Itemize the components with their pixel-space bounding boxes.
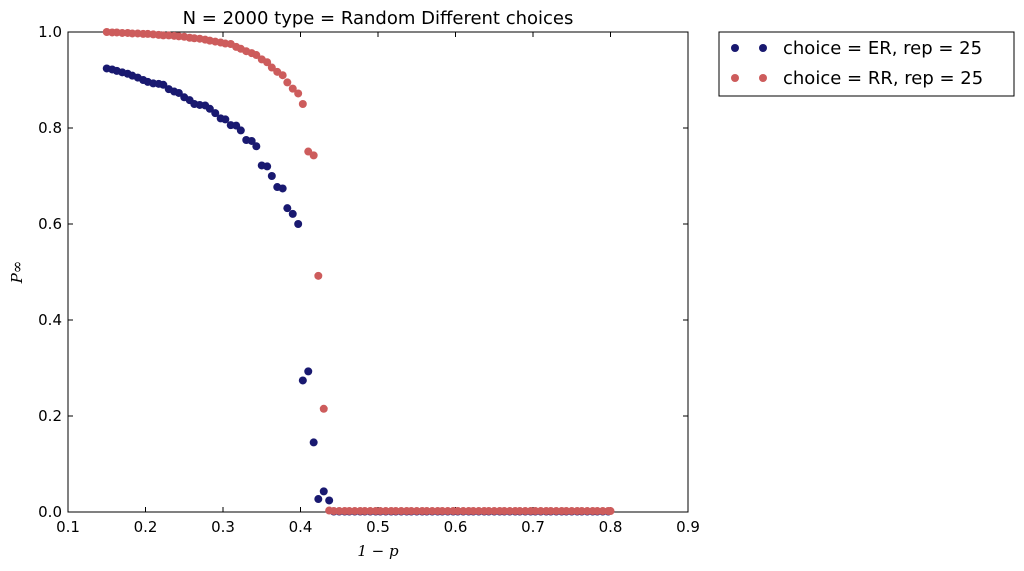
x-tick-label: 0.3: [211, 518, 235, 536]
data-point: [211, 109, 220, 118]
legend-box: [718, 31, 1015, 97]
data-point: [247, 136, 256, 145]
legend-marker: [759, 44, 767, 52]
data-point: [298, 376, 307, 385]
x-tick-label: 0.9: [676, 518, 700, 536]
data-point: [205, 104, 214, 113]
y-tick-label: 0.2: [38, 407, 62, 425]
data-point: [267, 172, 276, 180]
data-point: [309, 438, 318, 447]
data-point: [288, 209, 297, 218]
data-point: [606, 507, 615, 516]
x-tick-label: 0.1: [56, 518, 80, 536]
data-point: [294, 89, 303, 98]
data-point: [314, 271, 323, 280]
data-point: [304, 367, 313, 376]
y-tick-label: 0.0: [38, 503, 62, 521]
data-point: [314, 495, 323, 504]
y-axis: 0.0 0.2 0.4 0.6 0.8 1.0: [38, 23, 688, 521]
data-point: [278, 71, 287, 80]
legend-label: choice = ER, rep = 25: [783, 38, 982, 59]
legend-marker: [731, 44, 739, 52]
x-tick-label: 0.6: [444, 518, 468, 536]
plot-frame: [67, 31, 689, 513]
x-tick-label: 0.8: [599, 518, 623, 536]
data-point: [288, 84, 297, 93]
data-point: [319, 487, 328, 496]
legend-marker: [759, 74, 767, 82]
x-tick-label: 0.4: [289, 518, 313, 536]
x-axis-label: 1 − p: [357, 542, 399, 560]
data-point: [294, 220, 303, 228]
chart-title: N = 2000 type = Random Different choices: [183, 8, 574, 29]
data-points: [102, 28, 615, 516]
data-point: [174, 88, 183, 97]
series-rr: [102, 28, 615, 516]
data-point: [283, 204, 292, 213]
data-point: [236, 126, 245, 135]
y-tick-label: 0.6: [38, 215, 62, 233]
data-point: [283, 78, 292, 87]
data-point: [263, 162, 272, 171]
x-tick-label: 0.2: [134, 518, 158, 536]
data-point: [159, 80, 168, 89]
y-axis-label: P∞: [8, 261, 26, 285]
legend-marker: [731, 74, 739, 82]
data-point: [252, 142, 261, 151]
data-point: [325, 496, 334, 505]
legend-label: choice = RR, rep = 25: [783, 68, 983, 89]
y-tick-label: 0.4: [38, 311, 62, 329]
legend: choice = ER, rep = 25 choice = RR, rep = …: [718, 31, 1015, 97]
data-point: [278, 184, 287, 193]
data-point: [309, 151, 318, 160]
x-tick-label: 0.5: [366, 518, 390, 536]
data-point: [267, 63, 276, 72]
data-point: [263, 58, 272, 67]
y-tick-label: 0.8: [38, 119, 62, 137]
plot-area: [67, 31, 689, 513]
data-point: [298, 100, 307, 108]
x-tick-label: 0.7: [521, 518, 545, 536]
data-point: [319, 404, 328, 413]
data-point: [252, 51, 261, 60]
data-point: [221, 115, 230, 124]
y-tick-label: 1.0: [38, 23, 62, 41]
